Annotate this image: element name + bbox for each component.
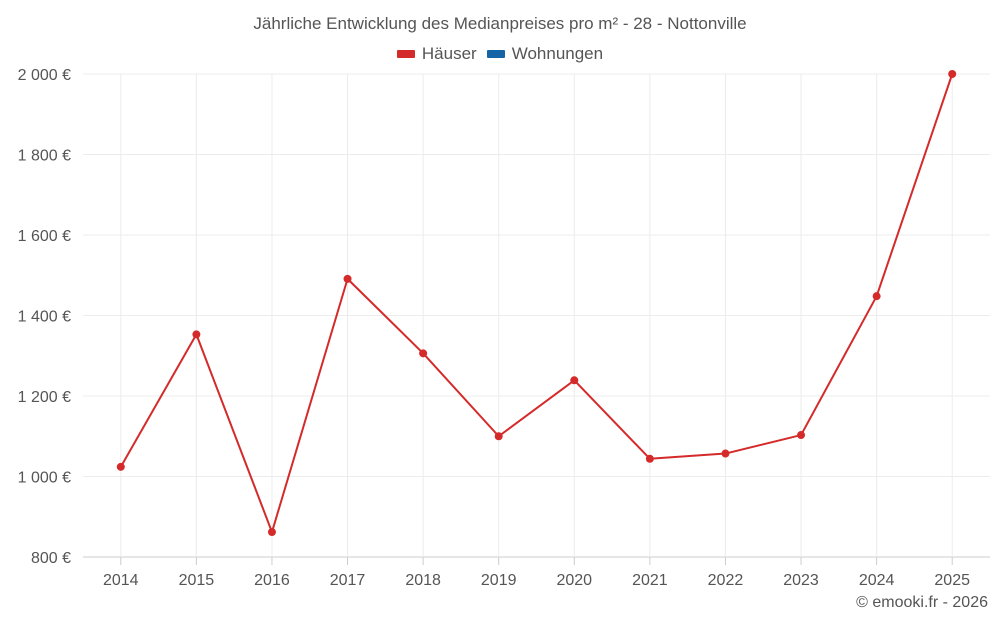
series-line-houses bbox=[119, 73, 954, 534]
x-tick-label: 2020 bbox=[556, 572, 592, 589]
x-tick-label: 2018 bbox=[405, 572, 441, 589]
y-tick-label: 1 600 € bbox=[18, 228, 71, 245]
y-tick-label: 800 € bbox=[31, 550, 71, 567]
data-point[interactable] bbox=[343, 274, 352, 283]
data-point[interactable] bbox=[419, 349, 428, 358]
chart-title: Jährliche Entwicklung des Medianpreises … bbox=[253, 14, 747, 33]
y-tick-label: 2 000 € bbox=[18, 67, 71, 84]
x-tick-label: 2016 bbox=[254, 572, 290, 589]
legend-label-houses: Häuser bbox=[421, 44, 477, 63]
x-tick-label: 2023 bbox=[783, 572, 819, 589]
legend-label-apartments: Wohnungen bbox=[511, 44, 604, 63]
data-point[interactable] bbox=[872, 292, 881, 301]
x-tick-label: 2017 bbox=[330, 572, 366, 589]
data-point[interactable] bbox=[192, 330, 201, 339]
legend-item-apartments[interactable]: Wohnungen bbox=[486, 44, 604, 64]
y-tick-label: 1 400 € bbox=[18, 309, 71, 326]
y-tick-label: 1 200 € bbox=[18, 389, 71, 406]
legend-item-houses[interactable]: Häuser bbox=[396, 44, 477, 64]
y-tick-label: 1 800 € bbox=[18, 148, 71, 165]
x-tick-label: 2015 bbox=[179, 572, 215, 589]
data-point[interactable] bbox=[494, 432, 503, 441]
x-tick-label: 2025 bbox=[934, 572, 970, 589]
legend-swatch-houses bbox=[396, 50, 415, 58]
x-tick-label: 2021 bbox=[632, 572, 668, 589]
data-point[interactable] bbox=[116, 462, 125, 471]
chart-legend: Häuser Wohnungen bbox=[0, 44, 1000, 64]
data-point[interactable] bbox=[645, 454, 654, 463]
copyright-credit: © emooki.fr - 2026 bbox=[856, 594, 988, 611]
data-point[interactable] bbox=[570, 376, 579, 385]
x-tick-label: 2019 bbox=[481, 572, 517, 589]
x-tick-label: 2014 bbox=[103, 572, 139, 589]
y-tick-label: 1 000 € bbox=[18, 470, 71, 487]
data-point[interactable] bbox=[721, 449, 730, 458]
data-point[interactable] bbox=[797, 431, 806, 440]
data-point[interactable] bbox=[267, 528, 276, 537]
legend-swatch-apartments bbox=[486, 50, 505, 58]
x-tick-label: 2022 bbox=[708, 572, 744, 589]
data-point[interactable] bbox=[948, 70, 957, 78]
x-tick-label: 2024 bbox=[859, 572, 895, 589]
